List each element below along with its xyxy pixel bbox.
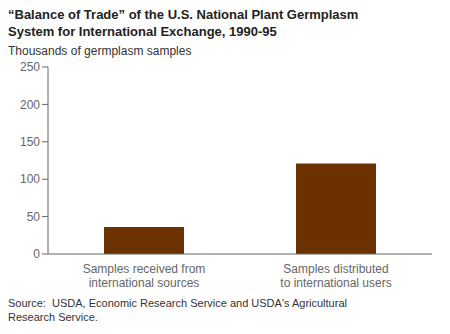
svg-text:0: 0 — [33, 247, 40, 261]
svg-text:Samples distributedto internat: Samples distributedto international user… — [280, 262, 391, 290]
html-text:Thousands of germplasm samples: Thousands of germplasm samples — [8, 44, 192, 58]
html-text:“Balance of Trade” of the U.S.: “Balance of Trade” of the U.S. National … — [8, 7, 359, 39]
svg-text:50: 50 — [27, 210, 41, 224]
svg-text:250: 250 — [20, 60, 40, 74]
html-text:Source: USDA, Economic Researc: Source: USDA, Economic Research Service … — [8, 297, 347, 323]
svg-text:Samples received frominternati: Samples received frominternational sourc… — [83, 262, 206, 290]
svg-text:200: 200 — [20, 98, 40, 112]
svg-text:100: 100 — [20, 172, 40, 186]
svg-text:150: 150 — [20, 135, 40, 149]
